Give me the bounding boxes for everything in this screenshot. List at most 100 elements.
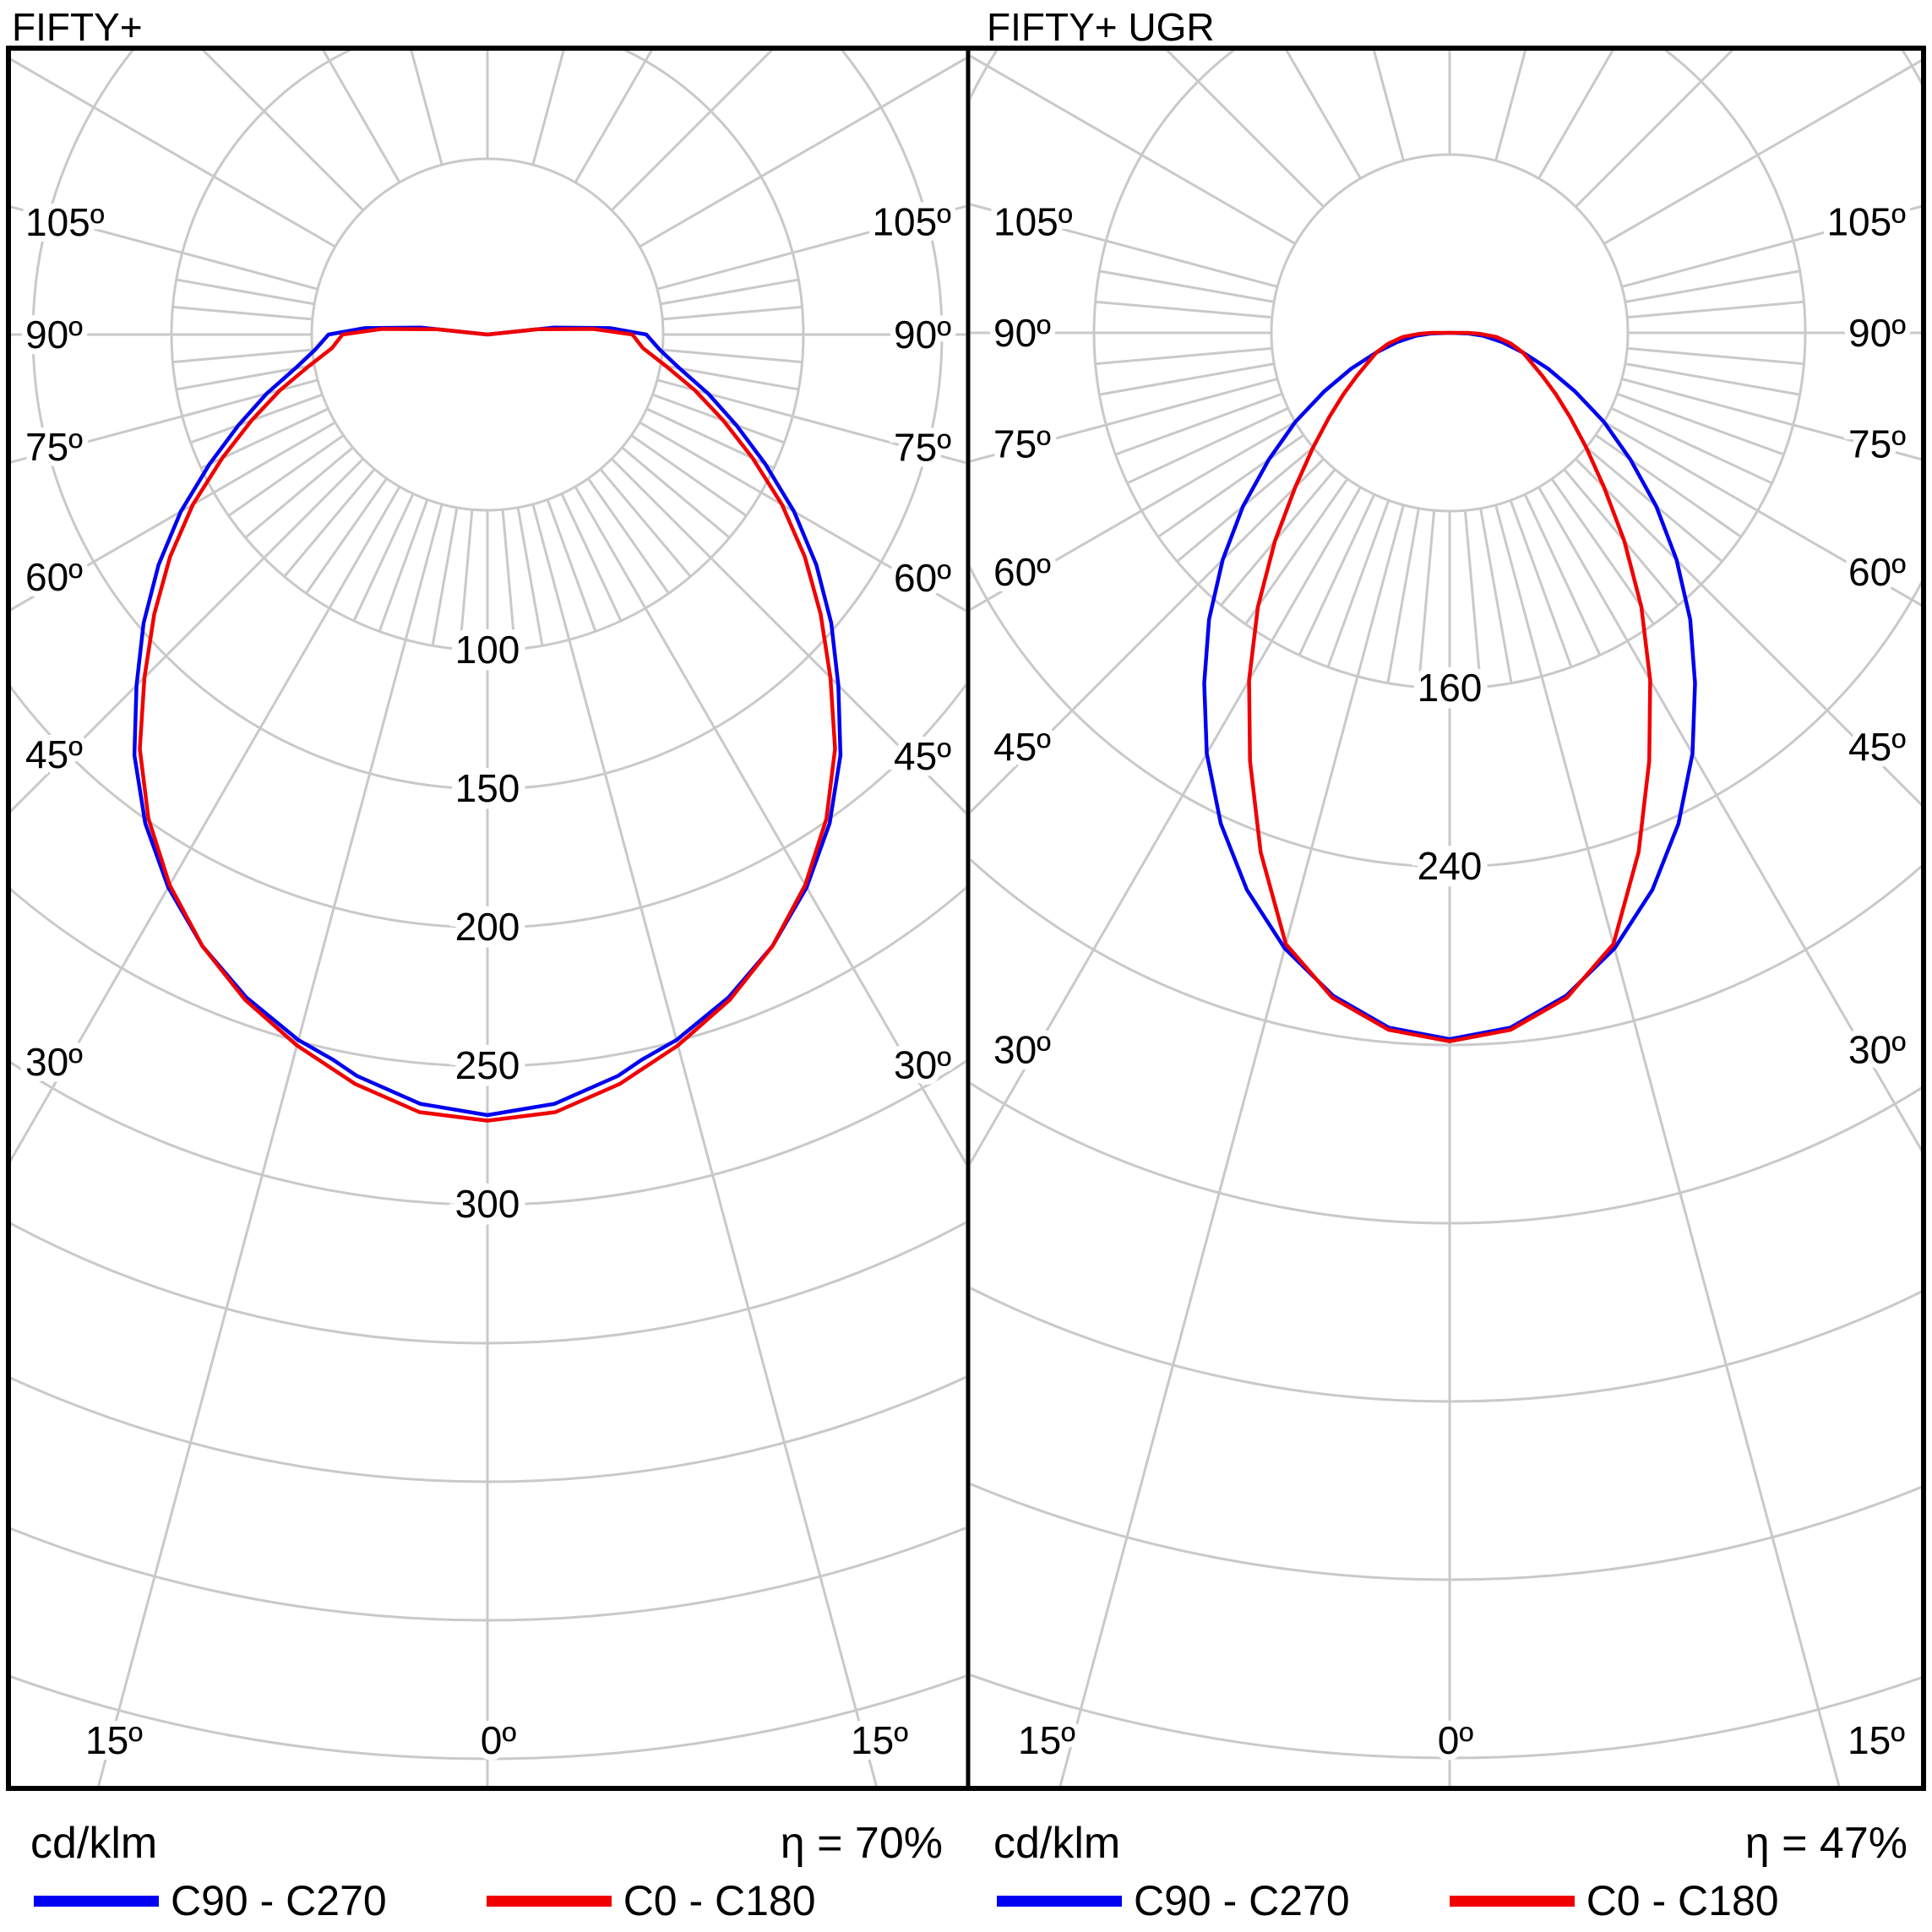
angle-ray-minor <box>1523 493 1602 656</box>
angle-ray-minor <box>244 446 354 539</box>
angle-ray <box>11 486 401 1162</box>
gamma-angle-label: 15º <box>1018 1718 1075 1762</box>
angle-ray <box>1621 204 1921 288</box>
angle-ray-minor <box>630 434 748 517</box>
angle-ray-minor <box>190 393 324 444</box>
angle-ray <box>971 421 1297 612</box>
angle-ray <box>971 378 1278 463</box>
gamma-angle-label: 75º <box>1848 422 1906 465</box>
radial-grid-circle <box>971 51 1921 868</box>
angle-ray-minor <box>1326 499 1390 668</box>
gamma-angle-label: 90º <box>25 313 83 356</box>
angle-ray-minor <box>283 468 376 578</box>
right-efficiency-label: η = 47% <box>1744 1819 1908 1868</box>
angle-ray <box>611 51 774 211</box>
angle-ray-minor <box>621 446 731 539</box>
angle-ray-minor <box>172 348 313 364</box>
left-legend: C90 - C270 C0 - C180 <box>34 1877 838 1924</box>
angle-ray <box>1621 378 1921 461</box>
gamma-angle-label: 15º <box>1848 1718 1905 1762</box>
angle-ray-minor <box>587 477 670 595</box>
c0-c180-curve <box>1247 330 1652 1043</box>
c0-c180-line-swatch <box>486 1895 612 1907</box>
gamma-angle-label: 60º <box>25 555 83 599</box>
gamma-angle-label: 60º <box>993 550 1051 594</box>
angle-ray-minor <box>1099 269 1275 303</box>
angle-ray-minor <box>176 278 315 306</box>
angle-ray-minor <box>599 468 692 578</box>
angle-ray <box>1603 59 1921 245</box>
gamma-angle-label: 90º <box>894 313 951 356</box>
radial-tick-label: 200 <box>455 905 520 949</box>
right-legend: C90 - C270 C0 - C180 <box>997 1877 1801 1924</box>
gamma-angle-label: 90º <box>993 311 1051 355</box>
angle-ray-minor <box>660 363 799 391</box>
angle-ray <box>971 54 1297 245</box>
right-unit-label: cd/klm <box>993 1819 1121 1868</box>
angle-ray-minor <box>352 493 415 622</box>
angle-ray-minor <box>1126 406 1289 485</box>
angle-ray-minor <box>1114 392 1283 456</box>
angle-ray <box>11 421 336 612</box>
angle-ray-minor <box>1386 508 1420 683</box>
angle-ray-minor <box>546 498 597 632</box>
gamma-angle-label: 60º <box>1848 550 1906 594</box>
angle-ray <box>1059 504 1405 1786</box>
angle-ray-minor <box>1616 392 1785 456</box>
gamma-angle-label: 105º <box>872 199 951 243</box>
c0-c180-line-swatch <box>1449 1895 1575 1907</box>
gamma-zero-label: 0º <box>481 1718 517 1762</box>
c90-c270-curve <box>132 325 843 1118</box>
gamma-angle-label: 30º <box>993 1028 1051 1072</box>
left-panel-title: FIFTY+ <box>12 5 143 49</box>
angle-ray <box>531 503 878 1786</box>
angle-ray-minor <box>1157 433 1305 538</box>
right-panel-title: FIFTY+ UGR <box>987 5 1215 49</box>
angle-ray-minor <box>305 477 388 595</box>
c90-c270-legend-label: C90 - C270 <box>171 1877 387 1924</box>
gamma-angle-label: 105º <box>1826 200 1906 244</box>
angle-ray <box>11 458 364 814</box>
angle-ray-minor <box>1627 346 1804 366</box>
angle-ray-minor <box>501 509 517 650</box>
c90-c270-line-swatch <box>997 1895 1122 1907</box>
angle-ray-minor <box>560 493 623 622</box>
angle-ray-minor <box>1627 300 1804 319</box>
radial-tick-label: 160 <box>1418 666 1483 710</box>
gamma-zero-label: 0º <box>1438 1718 1474 1762</box>
angle-ray <box>971 458 1325 814</box>
angle-ray-minor <box>662 348 803 364</box>
angle-ray <box>11 205 318 291</box>
angle-ray <box>971 486 1362 1166</box>
angle-ray <box>531 51 565 166</box>
angle-ray-minor <box>1298 493 1376 656</box>
angle-ray-minor <box>1244 477 1349 625</box>
angle-ray-minor <box>1463 510 1483 688</box>
angle-ray-minor <box>651 393 785 444</box>
angle-ray <box>639 421 966 612</box>
angle-ray-minor <box>1594 433 1742 538</box>
angle-ray <box>656 204 966 291</box>
gamma-angle-label: 30º <box>894 1042 951 1086</box>
angle-ray-minor <box>662 305 803 321</box>
angle-ray-minor <box>1417 510 1436 688</box>
angle-ray <box>611 458 966 815</box>
angle-ray-minor <box>1095 300 1272 319</box>
angle-ray-minor <box>516 507 544 646</box>
gamma-angle-label: 60º <box>894 556 951 600</box>
angle-ray <box>971 203 1278 288</box>
angle-ray-minor <box>1550 477 1655 625</box>
angle-ray-minor <box>378 498 429 632</box>
radial-tick-label: 300 <box>455 1182 520 1226</box>
angle-ray-minor <box>660 278 799 306</box>
angle-ray <box>574 486 966 1166</box>
gamma-angle-label: 75º <box>25 425 83 469</box>
radial-grid-circle <box>971 1287 1921 1403</box>
radial-grid-circle <box>11 1221 966 1345</box>
angle-ray-minor <box>227 434 345 517</box>
angle-ray <box>1575 458 1921 807</box>
gamma-angle-label: 75º <box>894 426 951 470</box>
gamma-angle-label: 30º <box>25 1040 83 1084</box>
